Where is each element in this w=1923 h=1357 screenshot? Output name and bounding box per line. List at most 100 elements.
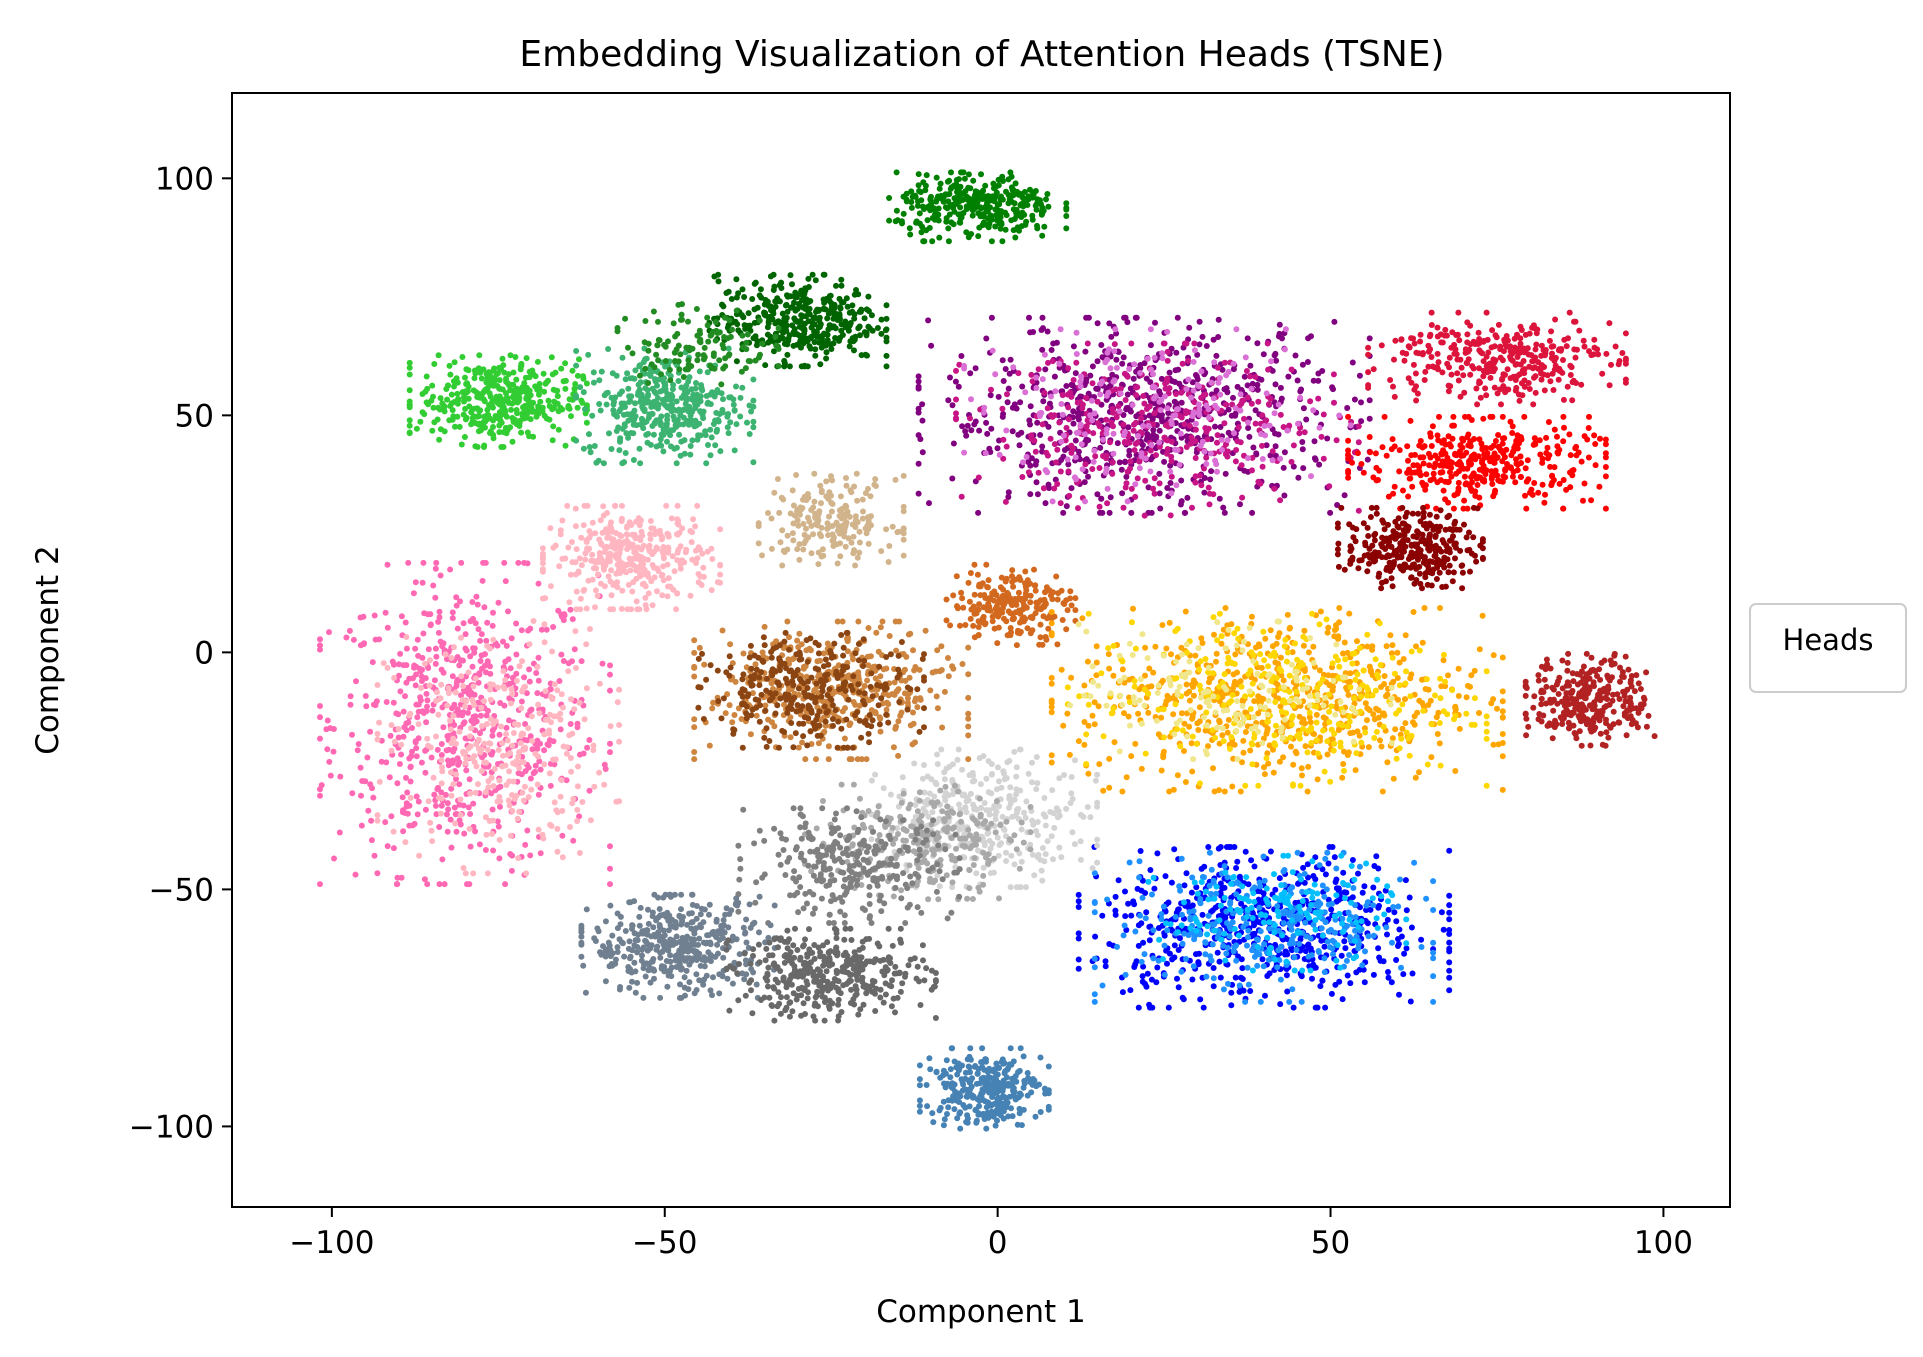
scatter-point (383, 699, 390, 705)
scatter-point (763, 743, 770, 750)
scatter-point (443, 811, 450, 818)
scatter-point (452, 423, 458, 430)
scatter-point (549, 648, 556, 655)
scatter-point (892, 476, 899, 483)
scatter-point (1241, 373, 1248, 380)
scatter-point (632, 534, 639, 541)
scatter-point (358, 822, 365, 829)
scatter-point (838, 282, 845, 289)
scatter-point (642, 594, 649, 601)
scatter-point (789, 322, 796, 329)
scatter-point (744, 419, 750, 426)
scatter-point (467, 733, 473, 740)
scatter-point (900, 472, 907, 479)
scatter-point (484, 619, 491, 626)
scatter-point (687, 451, 694, 458)
scatter-point (521, 674, 528, 681)
scatter-point (560, 658, 567, 664)
scatter-point (790, 537, 797, 544)
scatter-point (988, 216, 995, 223)
scatter-point (478, 631, 485, 638)
scatter-point (685, 318, 691, 325)
scatter-point (485, 707, 491, 714)
scatter-point (625, 385, 632, 392)
scatter-point (506, 717, 512, 724)
scatter-point (691, 749, 698, 755)
scatter-point (477, 712, 484, 719)
scatter-point (330, 748, 337, 755)
scatter-point (369, 659, 376, 666)
scatter-point (674, 557, 681, 564)
scatter-point (518, 386, 525, 393)
scatter-point (569, 658, 575, 665)
scatter-point (536, 391, 542, 398)
scatter-point (1039, 232, 1046, 239)
scatter-point (437, 426, 444, 433)
scatter-point (643, 355, 650, 362)
scatter-point (1161, 340, 1168, 347)
scatter-point (977, 213, 984, 220)
scatter-point (1303, 416, 1310, 423)
scatter-point (934, 647, 941, 654)
scatter-point (926, 500, 932, 507)
scatter-points (317, 169, 1658, 1132)
scatter-point (406, 387, 413, 394)
scatter-point (489, 382, 496, 389)
scatter-point (645, 430, 652, 437)
scatter-point (400, 708, 407, 715)
scatter-point (527, 733, 534, 740)
scatter-point (947, 374, 953, 381)
scatter-point (943, 596, 950, 603)
scatter-point (959, 661, 966, 667)
scatter-point (660, 554, 667, 561)
scatter-point (415, 735, 422, 742)
scatter-point (1223, 385, 1230, 392)
scatter-point (999, 238, 1006, 245)
scatter-point (535, 826, 542, 833)
scatter-point (548, 354, 555, 361)
scatter-point (960, 604, 967, 611)
scatter-point (585, 351, 592, 358)
scatter-point (726, 653, 733, 660)
scatter-point (726, 394, 733, 401)
scatter-point (472, 828, 479, 835)
scatter-point (820, 682, 827, 688)
scatter-point (700, 564, 707, 571)
scatter-point (725, 430, 732, 437)
scatter-point (630, 555, 637, 562)
scatter-point (397, 650, 404, 657)
scatter-point (435, 784, 441, 791)
scatter-point (933, 198, 940, 205)
scatter-point (826, 293, 833, 300)
scatter-point (750, 397, 757, 404)
scatter-point (665, 549, 672, 556)
scatter-point (748, 712, 755, 719)
scatter-point (476, 408, 483, 415)
scatter-point (496, 385, 503, 392)
scatter-point (664, 593, 671, 600)
scatter-point (484, 659, 491, 666)
scatter-point (546, 770, 553, 777)
scatter-point (403, 774, 409, 781)
scatter-point (591, 443, 598, 449)
scatter-point (407, 794, 414, 801)
scatter-point (943, 617, 950, 624)
scatter-point (840, 644, 847, 651)
scatter-point (488, 774, 495, 781)
scatter-point (694, 502, 701, 509)
scatter-point (532, 383, 539, 390)
scatter-point (536, 380, 543, 387)
scatter-point (758, 691, 765, 698)
scatter-point (832, 335, 839, 341)
scatter-point (551, 761, 558, 768)
scatter-point (709, 556, 716, 562)
scatter-point (1067, 588, 1074, 595)
scatter-point (865, 540, 872, 547)
scatter-point (769, 719, 775, 726)
scatter-point (1150, 432, 1157, 439)
scatter-point (654, 588, 660, 595)
scatter-point (1030, 191, 1037, 198)
scatter-point (1007, 625, 1014, 631)
scatter-point (697, 684, 704, 691)
scatter-point (567, 755, 574, 761)
